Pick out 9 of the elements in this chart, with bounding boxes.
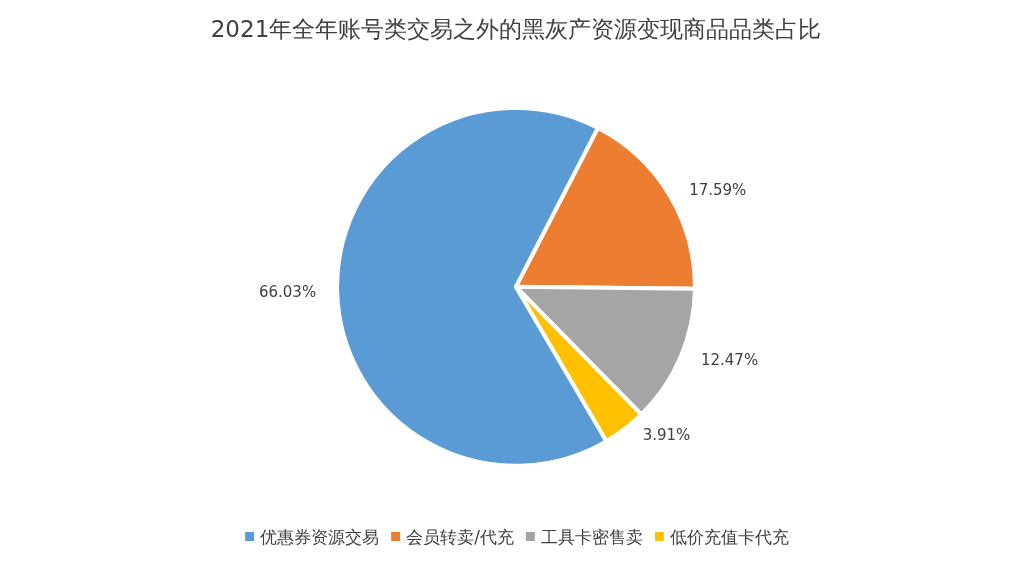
legend-label: 低价充值卡代充 — [669, 526, 789, 547]
data-label: 3.91% — [642, 426, 691, 445]
data-label: 66.03% — [258, 282, 317, 301]
legend-label: 优惠券资源交易 — [260, 526, 380, 547]
legend-label: 工具卡密售卖 — [540, 526, 643, 547]
chart-title: 2021年全年账号类交易之外的黑灰产资源变现商品品类占比 — [210, 15, 822, 42]
data-label: 12.47% — [700, 351, 759, 370]
data-label: 17.59% — [689, 181, 747, 200]
legend-label: 会员转卖/代充 — [406, 526, 514, 547]
